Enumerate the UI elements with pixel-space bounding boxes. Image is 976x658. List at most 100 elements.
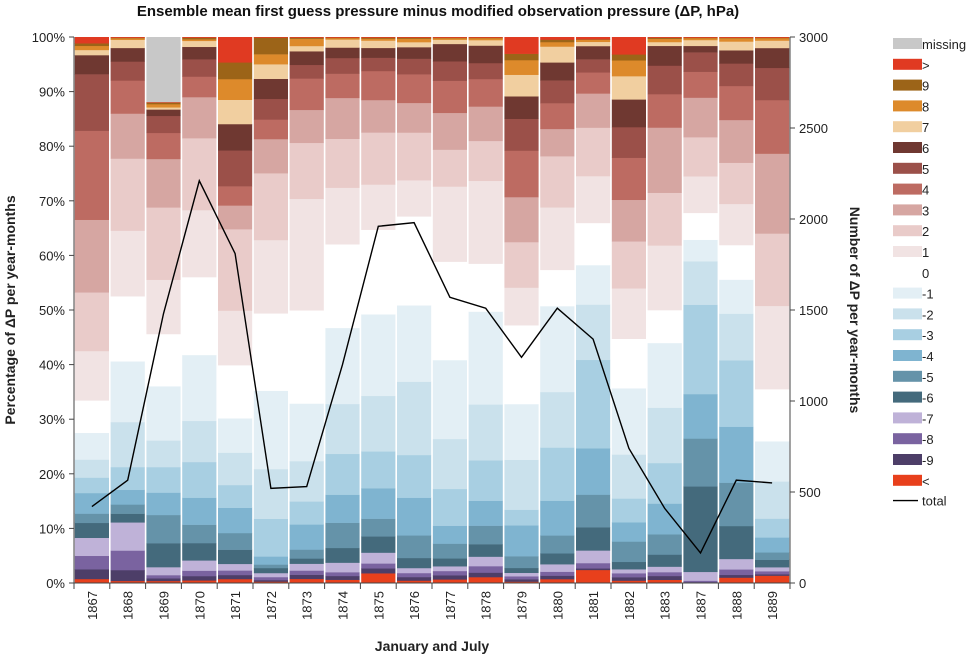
- bar-segment-1878--4: [468, 500, 503, 526]
- bar-segment-1881-5: [576, 59, 611, 73]
- bar-segment-1872-5: [253, 98, 288, 120]
- bar-segment-1868-2: [110, 158, 145, 231]
- legend-swatch--7: [893, 412, 922, 424]
- legend-swatch->: [893, 58, 922, 70]
- chart-title: Ensemble mean first guess pressure minus…: [137, 3, 739, 20]
- bar-segment-1878--6: [468, 544, 503, 557]
- bar-segment-1876-0: [397, 216, 432, 306]
- x-tick-label-1881: 1881: [586, 591, 601, 620]
- bar-segment-1871-2: [218, 229, 253, 311]
- bar-segment-1872-7: [253, 64, 288, 79]
- bar-segment-1880-3: [540, 128, 575, 157]
- y2-tick-label: 2000: [799, 212, 828, 227]
- bar-segment-1876->: [397, 37, 432, 38]
- legend-swatch--1: [893, 287, 922, 299]
- bar-segment-1881--6: [576, 527, 611, 551]
- bar-segment-1876-9: [397, 37, 432, 39]
- bar-segment-1876--7: [397, 567, 432, 574]
- bar-segment-1871--2: [218, 452, 253, 486]
- bar-segment-1880--7: [540, 564, 575, 572]
- legend-label: <: [922, 474, 930, 489]
- bar-segment-1882--4: [611, 522, 646, 542]
- bar-segment-1882--8: [611, 573, 646, 578]
- bar-segment-1868-1: [110, 230, 145, 297]
- bar-segment-1889--9: [755, 574, 790, 576]
- bar-segment-1872--8: [253, 576, 288, 581]
- x-tick-label-1888: 1888: [729, 591, 744, 620]
- bar-segment-1887--9: [683, 582, 718, 583]
- bar-segment-1889--6: [755, 559, 790, 568]
- bar-segment-1874--5: [325, 522, 360, 549]
- bar-segment-1887-9: [683, 37, 718, 39]
- legend-label: 8: [922, 99, 929, 114]
- bar-segment-1876--6: [397, 557, 432, 569]
- bar-segment-1869-0: [146, 333, 181, 387]
- bar-segment-1876-3: [397, 102, 432, 133]
- bar-segment-1887--4: [683, 394, 718, 439]
- bar-segment-1875-3: [361, 99, 396, 133]
- y-axis-title: Percentage of ΔP per year-months: [2, 195, 18, 424]
- bar-segment-1871-<: [218, 578, 253, 584]
- bar-segment-1869-9: [146, 102, 181, 105]
- bar-segment-1888--3: [719, 360, 754, 427]
- bar-segment-1867-0: [74, 400, 109, 434]
- bar-segment-1873--5: [289, 549, 324, 559]
- bar-segment-1877--7: [432, 566, 467, 572]
- bar-segment-1888--4: [719, 426, 754, 483]
- legend-label: 2: [922, 224, 929, 239]
- bar-segment-1889->: [755, 37, 790, 38]
- bar-segment-1878-6: [468, 45, 503, 64]
- bar-segment-1869--1: [146, 386, 181, 441]
- bar-segment-1867-<: [74, 578, 109, 584]
- bar-segment-1880-9: [540, 39, 575, 43]
- bar-segment-1873-<: [289, 578, 324, 584]
- total-line: [91, 178, 773, 555]
- bar-segment-1871--3: [218, 484, 253, 508]
- legend-swatch-2: [893, 225, 922, 237]
- bar-segment-1877-4: [432, 80, 467, 114]
- bar-segment-1889--4: [755, 537, 790, 553]
- bar-segment-1882-3: [611, 199, 646, 242]
- bar-segment-1878--7: [468, 556, 503, 567]
- bar-segment-1870-8: [182, 39, 217, 42]
- legend-label: 9: [922, 79, 929, 94]
- bar-segment-1883-5: [647, 65, 682, 95]
- legend-label: 1: [922, 245, 929, 260]
- bar-segment-1879-0: [504, 325, 539, 405]
- bar-segment-1868-<: [110, 580, 145, 584]
- bar-segment-1889-7: [755, 40, 790, 49]
- bar-segment-1882--7: [611, 569, 646, 574]
- bar-segment-1881-8: [576, 39, 611, 43]
- x-tick-label-1869: 1869: [157, 591, 172, 620]
- total-line-group: [91, 178, 773, 555]
- bar-segment-1878-3: [468, 106, 503, 142]
- bar-segment-1869--2: [146, 440, 181, 468]
- legend-label: -3: [922, 328, 934, 343]
- bar-segment-1889-4: [755, 99, 790, 154]
- x-tick-label-1867: 1867: [85, 591, 100, 620]
- bar-segment-1875--4: [361, 488, 396, 519]
- bar-segment-1878-4: [468, 78, 503, 107]
- bar-segment-1880->: [540, 37, 575, 40]
- bar-segment-1879-7: [504, 74, 539, 97]
- legend-label: 5: [922, 162, 929, 177]
- bar-segment-1877-5: [432, 61, 467, 81]
- legend-swatch-6: [893, 142, 922, 153]
- bar-stack-group: [74, 37, 790, 584]
- bar-segment-1873-4: [289, 78, 324, 111]
- bar-segment-1869->: [146, 101, 181, 103]
- bar-segment-1869-2: [146, 207, 181, 280]
- bar-segment-1889-8: [755, 37, 790, 41]
- bar-segment-1874--7: [325, 562, 360, 573]
- legend-label: -6: [922, 391, 934, 406]
- bar-segment-1871--8: [218, 570, 253, 576]
- y2-tick-label: 3000: [799, 30, 828, 45]
- legend-label: -2: [922, 307, 934, 322]
- x-tick-label-1877: 1877: [443, 591, 458, 620]
- x-tick-label-1871: 1871: [228, 591, 243, 620]
- bar-segment-1878--2: [468, 404, 503, 461]
- bar-segment-1882-2: [611, 241, 646, 289]
- bar-segment-1868-5: [110, 61, 145, 81]
- bar-segment-1873-9: [289, 37, 324, 39]
- x-tick-label-1875: 1875: [371, 591, 386, 620]
